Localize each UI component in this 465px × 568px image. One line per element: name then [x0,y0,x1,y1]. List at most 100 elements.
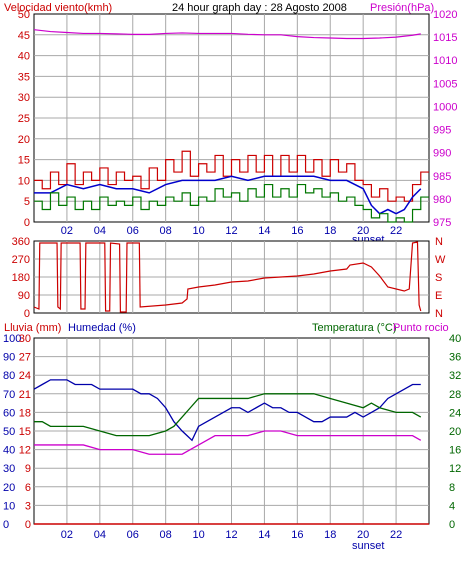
humidity-tick-label: 60 [3,407,15,419]
x-tick-label: 22 [390,225,402,237]
x-tick-label: 06 [127,225,139,237]
humidity-tick-label: 40 [3,445,15,457]
wind-tick-label: 10 [18,175,30,187]
x-tick-label: 18 [324,225,336,237]
series-wind_avg [34,175,422,215]
humidity-tick-label: 50 [3,426,15,438]
x-tick-label: 14 [258,225,270,237]
compass-label: N [435,236,443,248]
x-tick-label: 12 [225,529,237,541]
x-tick-label: 16 [291,529,303,541]
wind-tick-label: 35 [18,71,30,83]
direction-tick-label: 0 [24,308,30,320]
temperature-tick-label: 24 [449,407,461,419]
temp-x-tick-labels: 02 04 06 08 10 12 14 16 18 20 22 [61,529,402,541]
chart-title: 24 hour graph day : 28 Agosto 2008 [172,2,347,14]
series-wind [34,150,429,202]
x-tick-label: 12 [225,225,237,237]
series-temperature [34,393,422,437]
series-pressure [33,29,421,40]
x-tick-label: 16 [291,225,303,237]
x-tick-label: 10 [192,529,204,541]
pressure-tick-label: 980 [433,194,451,206]
temperature-y-tick-labels: 0 4 8 12 16 20 24 28 32 36 40 [449,333,461,531]
pressure-tick-label: 1010 [433,55,457,67]
rain-tick-label: 21 [19,389,31,401]
pressure-tick-label: 985 [433,171,451,183]
humidity-y-tick-labels: 0 10 20 30 40 50 60 70 80 90 100 [3,333,21,531]
rain-y-tick-labels: 0 3 6 9 12 15 18 21 24 27 30 [19,333,31,531]
rain-tick-label: 3 [25,500,31,512]
direction-tick-label: 360 [12,236,30,248]
direction-tick-label: 90 [18,290,30,302]
pressure-axis-title: Presión(hPa) [370,2,434,14]
direction-tick-label: 270 [12,254,30,266]
temp-chart-series [33,379,429,525]
wind-x-tick-labels: 02 04 06 08 10 12 14 16 18 20 22 [61,225,402,237]
wind-tick-label: 45 [18,30,30,42]
x-tick-label: 04 [94,225,106,237]
humidity-tick-label: 80 [3,370,15,382]
wind-tick-label: 25 [18,113,30,125]
dewpoint-axis-title: Punto rocio [393,322,449,334]
series-direction [33,241,422,313]
compass-label: N [435,308,443,320]
rain-tick-label: 27 [19,352,31,364]
temperature-tick-label: 28 [449,389,461,401]
temperature-tick-label: 0 [449,519,455,531]
direction-chart-grid [34,241,429,313]
temperature-tick-label: 16 [449,445,461,457]
temperature-tick-label: 4 [449,500,455,512]
series-wind_low [34,183,429,223]
series-dewpoint [34,430,422,455]
humidity-tick-label: 70 [3,389,15,401]
temperature-tick-label: 8 [449,482,455,494]
wind-axis-title: Velocidad viento(kmh) [4,2,112,14]
wind-tick-label: 15 [18,155,30,167]
compass-label: E [435,290,442,302]
wind-chart-series [33,29,429,223]
wind-y-tick-labels: 0 5 10 15 20 25 30 35 40 45 50 [18,9,30,229]
compass-label: S [435,272,442,284]
pressure-tick-label: 1000 [433,101,457,113]
temperature-tick-label: 40 [449,333,461,345]
pressure-tick-label: 990 [433,148,451,160]
x-tick-label: 20 [357,529,369,541]
x-tick-label: 22 [390,529,402,541]
temperature-tick-label: 32 [449,370,461,382]
temperature-tick-label: 12 [449,463,461,475]
x-tick-label: 18 [324,529,336,541]
x-tick-label: 02 [61,529,73,541]
temperature-axis-title: Temperatura (°C) [312,322,396,334]
direction-tick-label: 180 [12,272,30,284]
wind-tick-label: 0 [24,217,30,229]
wind-tick-label: 5 [24,196,30,208]
rain-tick-label: 24 [19,370,31,382]
series-humidity [33,379,421,442]
humidity-tick-label: 30 [3,463,15,475]
x-tick-label: 02 [61,225,73,237]
humidity-axis-title: Humedad (%) [68,322,136,334]
x-tick-label: 04 [94,529,106,541]
rain-tick-label: 15 [19,426,31,438]
humidity-tick-label: 100 [3,333,21,345]
humidity-tick-label: 10 [3,500,15,512]
wind-tick-label: 20 [18,134,30,146]
rain-tick-label: 30 [19,333,31,345]
pressure-tick-label: 975 [433,217,451,229]
pressure-tick-label: 1020 [433,9,457,21]
x-tick-label: 06 [127,529,139,541]
rain-axis-title: Lluvia (mm) [4,322,61,334]
rain-tick-label: 18 [19,407,31,419]
rain-tick-label: 0 [25,519,31,531]
pressure-y-tick-labels: 975 980 985 990 995 1000 1005 1010 1015 1020 [433,9,457,229]
wind-tick-label: 30 [18,92,30,104]
pressure-tick-label: 1005 [433,78,457,90]
sunset-label-bottom: sunset [352,540,384,552]
wind-tick-label: 40 [18,51,30,63]
